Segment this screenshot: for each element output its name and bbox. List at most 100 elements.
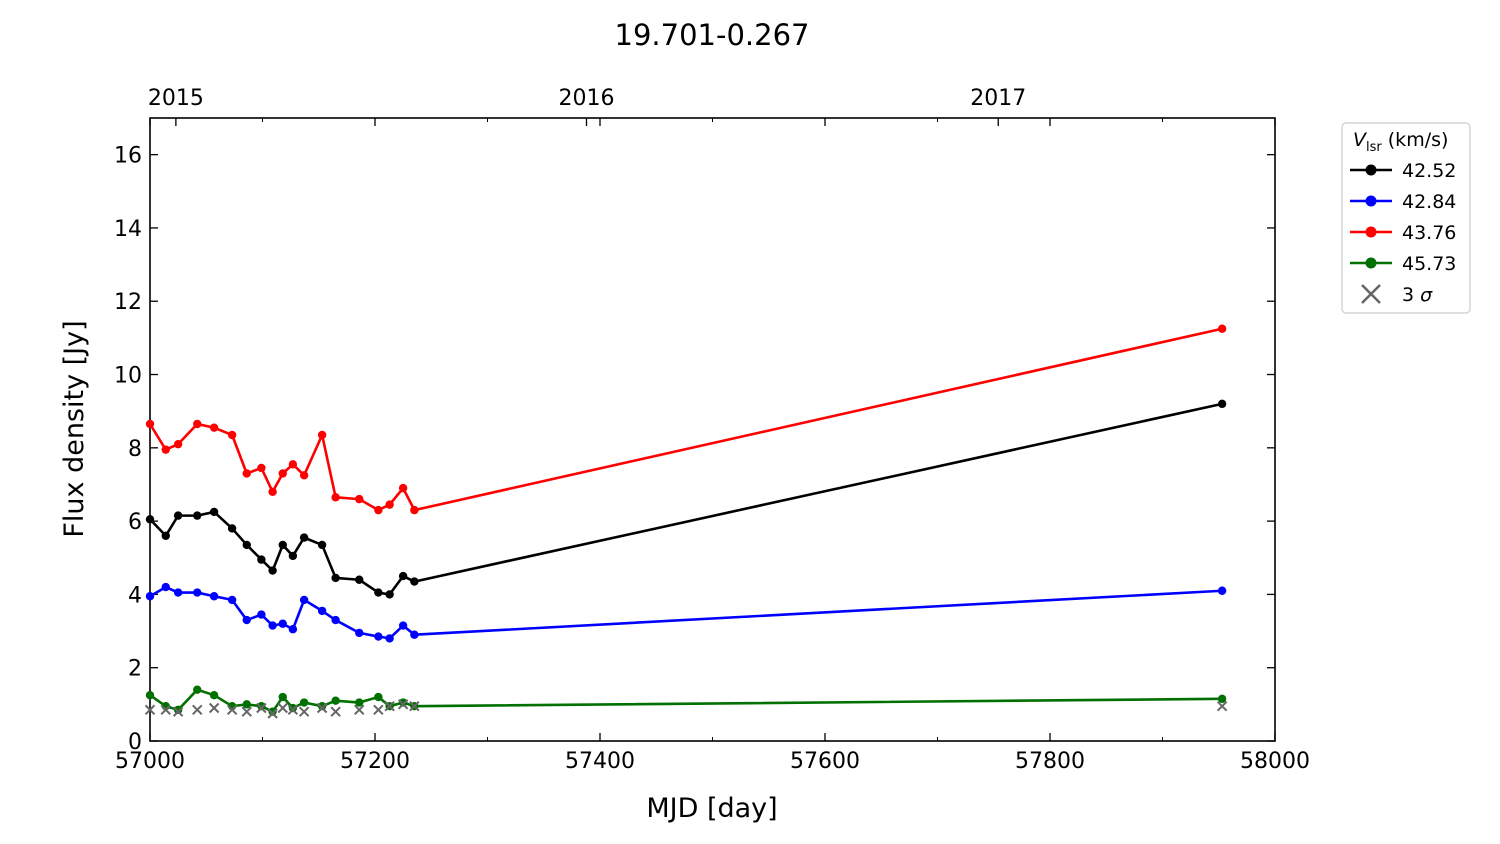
sigma-marker: [208, 702, 220, 714]
data-point: [278, 540, 287, 550]
data-point: [257, 610, 266, 619]
legend-title-main: V: [1353, 129, 1368, 151]
sigma-marker: [354, 704, 365, 716]
x-tick-label: 57200: [340, 749, 410, 774]
legend-marker: [1365, 226, 1377, 238]
y-tick-label: 14: [114, 217, 142, 242]
sigma-marker: [397, 699, 409, 710]
sigma-marker: [316, 702, 328, 714]
sigma-marker-stroke: [172, 706, 184, 717]
data-point: [193, 511, 202, 520]
legend-label: 42.84: [1402, 191, 1456, 213]
data-point: [299, 471, 309, 480]
sigma-marker: [277, 702, 288, 714]
x-tick-label: 57800: [1015, 749, 1085, 774]
sigma-marker-stroke: [277, 702, 288, 714]
legend-marker: [1365, 257, 1377, 269]
data-point: [385, 634, 394, 643]
data-point: [257, 555, 266, 564]
data-point: [317, 540, 327, 550]
x-tick-label: 58000: [1240, 749, 1310, 774]
data-point: [242, 615, 251, 625]
data-point: [1217, 399, 1227, 409]
data-point: [299, 595, 309, 605]
data-point: [288, 625, 298, 634]
data-point: [1217, 694, 1227, 704]
sigma-marker: [192, 704, 203, 716]
series-42-84: [145, 582, 1227, 643]
data-point: [410, 577, 419, 586]
sigma-marker: [287, 704, 299, 716]
series-line: [149, 688, 1223, 713]
sigma-marker: [256, 702, 267, 714]
legend-title-unit: (km/s): [1382, 129, 1449, 151]
data-point: [242, 700, 251, 709]
sigma-marker: [160, 704, 171, 716]
data-point: [410, 505, 419, 515]
data-point: [288, 703, 298, 713]
sigma-marker-stroke: [144, 704, 156, 716]
sigma-marker-stroke: [241, 706, 252, 717]
sigma-marker: [384, 700, 395, 712]
data-point: [193, 419, 202, 429]
sigma-marker-stroke: [354, 704, 365, 716]
legend-item-42-84: 42.84: [1350, 191, 1456, 213]
top-axis-label: 2016: [559, 86, 615, 111]
y-tick-label: 0: [128, 730, 142, 755]
legend-sigma-marker: [1361, 284, 1381, 304]
series-42-52: [145, 399, 1227, 599]
sigma-marker-stroke: [298, 706, 310, 717]
top-axis-label: 2015: [148, 86, 204, 111]
x-tick-label: 57400: [565, 749, 635, 774]
y-tick-label: 2: [128, 657, 142, 682]
legend-marker: [1365, 164, 1377, 176]
data-point: [193, 685, 202, 694]
sigma-marker: [241, 706, 252, 717]
series-45-73: [145, 685, 1227, 716]
legend-label: 43.76: [1402, 222, 1456, 244]
x-axis-label: MJD [day]: [646, 793, 777, 824]
data-point: [299, 698, 309, 707]
top-axis-label: 2017: [970, 86, 1026, 111]
data-point: [209, 690, 219, 700]
data-point: [227, 595, 237, 605]
data-point: [317, 701, 327, 711]
data-point: [173, 511, 183, 520]
legend-title: Vlsr (km/s): [1353, 129, 1448, 155]
data-point: [355, 494, 364, 504]
legend-item-43-76: 43.76: [1350, 222, 1456, 244]
sigma-marker-stroke: [192, 704, 203, 716]
data-point: [161, 582, 170, 592]
sigma-marker-stroke: [316, 702, 328, 714]
data-point: [331, 696, 340, 705]
axis-ticks: 57000 57200 57400 57600 57800 58000 0 2 4 6 8 10 12 1…: [114, 86, 1310, 774]
data-point: [278, 469, 287, 478]
series-3-sigma: [144, 699, 1228, 719]
y-axis-label: Flux density [Jy]: [59, 320, 90, 537]
data-point: [209, 592, 219, 601]
sigma-marker: [373, 704, 384, 716]
series-43-76: [145, 324, 1227, 515]
sigma-marker: [226, 704, 238, 716]
y-tick-label: 6: [128, 510, 142, 535]
data-point: [242, 469, 251, 478]
data-point: [398, 698, 408, 707]
data-point: [161, 445, 170, 454]
y-tick-label: 8: [128, 437, 142, 462]
data-point: [331, 573, 340, 583]
data-point: [317, 606, 327, 616]
legend-label: 3 σ: [1402, 284, 1433, 306]
data-point: [145, 592, 155, 601]
data-point: [209, 423, 219, 432]
data-point: [385, 500, 394, 509]
y-tick-label: 10: [114, 364, 142, 389]
sigma-marker-stroke: [384, 700, 395, 712]
data-point: [398, 483, 408, 493]
data-point: [355, 628, 364, 638]
legend-marker: [1365, 195, 1377, 207]
sigma-marker-stroke: [160, 704, 171, 716]
sigma-marker-stroke: [267, 708, 278, 719]
data-point: [288, 460, 298, 469]
legend: Vlsr (km/s) 42.52 42.84 43.76 45.73 3 σ: [1341, 122, 1471, 314]
sigma-marker-stroke: [208, 702, 220, 714]
